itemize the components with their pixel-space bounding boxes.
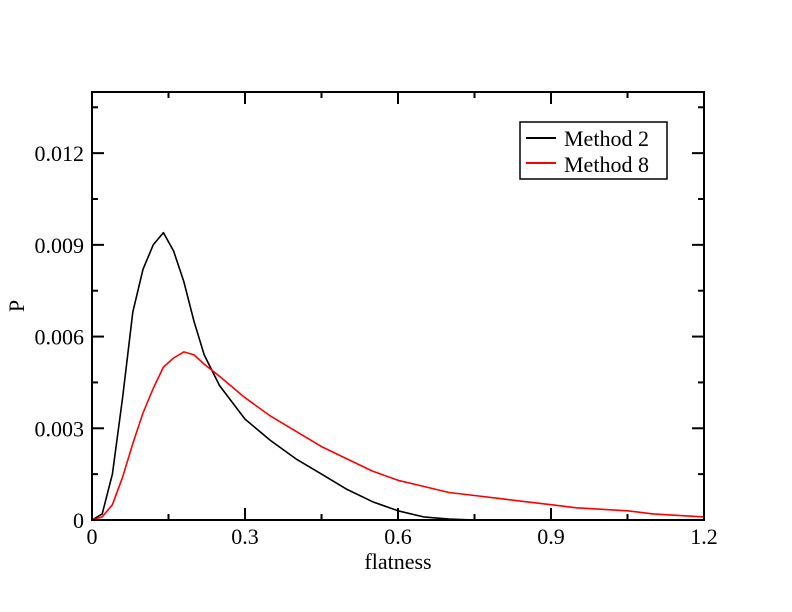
legend-label-method-8: Method 8	[564, 152, 649, 177]
legend-label-method-2: Method 2	[564, 126, 649, 151]
x-tick-label: 0.3	[231, 524, 259, 549]
legend: Method 2 Method 8	[519, 121, 668, 180]
y-axis-title: P	[4, 300, 29, 312]
ticks-layer	[91, 92, 705, 521]
x-tick-label: 0.6	[384, 524, 412, 549]
x-axis-title: flatness	[364, 549, 431, 574]
tick-labels-layer: 0 0.3 0.6 0.9 1.2 0 0.003 0.006 0.009 0.012	[35, 141, 718, 549]
y-tick-label: 0.012	[35, 141, 85, 166]
y-tick-label: 0.009	[35, 233, 85, 258]
x-tick-label: 0.9	[537, 524, 565, 549]
series-layer	[91, 231, 705, 521]
series-line-method-2	[91, 231, 475, 521]
x-tick-label: 0	[87, 524, 98, 549]
y-tick-label: 0.003	[35, 416, 85, 441]
legend-box	[519, 121, 668, 180]
series-line-method-8	[91, 351, 705, 521]
y-tick-label: 0	[73, 508, 84, 533]
x-tick-label: 1.2	[690, 524, 718, 549]
y-tick-label: 0.006	[35, 325, 85, 350]
